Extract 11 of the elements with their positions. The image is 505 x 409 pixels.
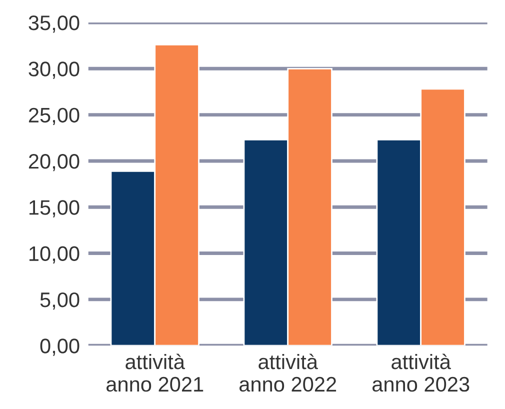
y-tick-label: 15,00 [30, 200, 80, 218]
x-tick-label: attività anno 2021 [106, 354, 204, 392]
y-tick-label: 0,00 [40, 338, 80, 356]
y-tick-label: 35,00 [28, 15, 80, 33]
x-tick-label: attività anno 2023 [372, 354, 470, 392]
x-tick-label: attività anno 2022 [240, 354, 336, 392]
y-tick-label: 10,00 [30, 246, 80, 264]
y-tick-label: 25,00 [28, 108, 80, 126]
y-tick-label: 30,00 [28, 62, 80, 79]
y-tick-label: 20,00 [28, 154, 80, 172]
y-tick-label: 5,00 [40, 292, 80, 310]
